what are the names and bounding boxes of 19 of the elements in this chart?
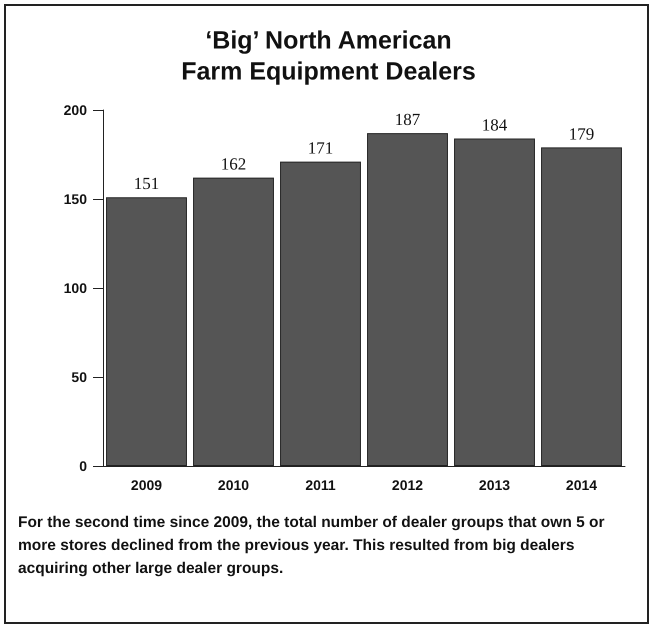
y-tick-label: 0 — [79, 458, 88, 474]
x-tick-label: 2012 — [392, 477, 424, 493]
x-tick-label: 2010 — [218, 477, 250, 493]
data-label: 184 — [482, 115, 508, 134]
x-tick-label: 2014 — [566, 477, 598, 493]
x-tick-label: 2013 — [478, 477, 510, 493]
data-label: 162 — [220, 154, 246, 174]
x-tick-label: 2011 — [305, 477, 336, 493]
y-tick-label: 150 — [64, 191, 88, 207]
y-tick-label: 100 — [64, 280, 88, 296]
data-label: 179 — [568, 124, 594, 144]
data-label: 151 — [134, 174, 160, 194]
data-label: 171 — [308, 138, 334, 158]
y-tick-label: 200 — [64, 102, 88, 118]
x-tick-label: 2009 — [130, 477, 162, 493]
chart-title: ‘Big’ North American Farm Equipment Dealers — [181, 26, 476, 86]
text: For the second time since 2009, the total number of dealer groups that own 5 or more stores declined from the previous year. This resulted from big dealers acquiring other large dealer groups. — [18, 513, 606, 579]
y-tick-label: 50 — [71, 369, 88, 385]
data-label: 187 — [394, 110, 421, 130]
